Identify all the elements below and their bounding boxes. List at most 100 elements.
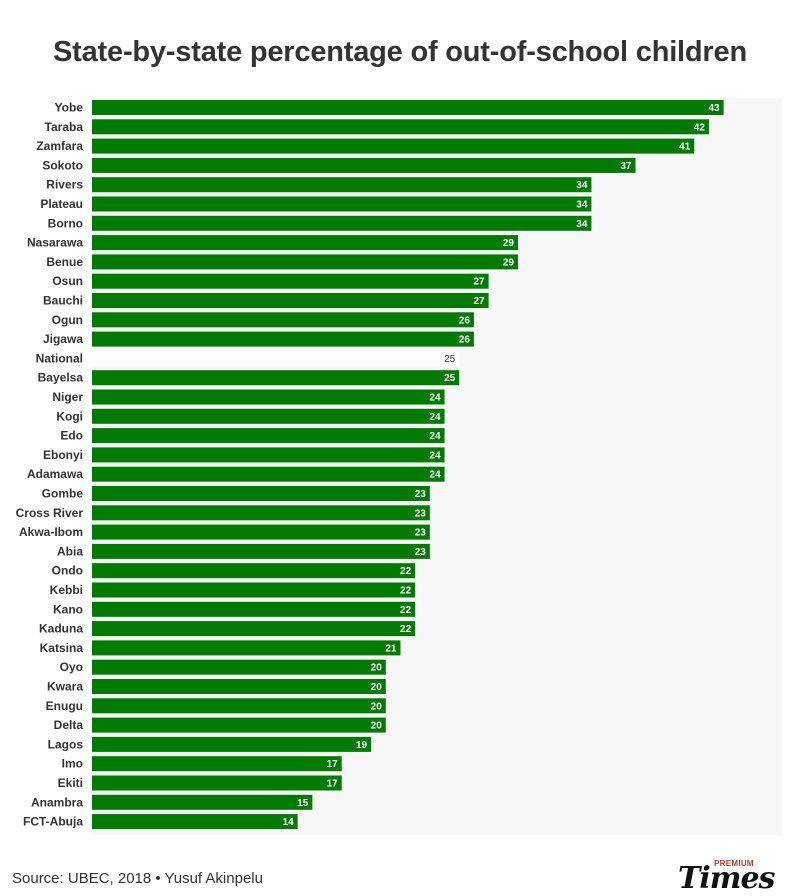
category-label: Ekiti xyxy=(58,776,83,790)
category-label: Kebbi xyxy=(50,583,83,597)
bar xyxy=(92,389,445,405)
bar xyxy=(92,524,430,540)
data-label: 29 xyxy=(503,238,515,249)
data-label: 22 xyxy=(400,566,412,577)
logo-times-text: Times xyxy=(678,861,775,896)
data-label: 23 xyxy=(415,547,427,558)
data-label: 20 xyxy=(371,721,383,732)
data-label: 22 xyxy=(400,624,412,635)
bar xyxy=(92,563,416,579)
category-label: National xyxy=(36,351,83,365)
category-label: Niger xyxy=(52,390,83,404)
bar xyxy=(92,273,489,289)
data-label: 27 xyxy=(473,277,485,288)
category-label: Yobe xyxy=(55,101,84,115)
bar xyxy=(92,196,592,212)
data-label: 29 xyxy=(503,257,515,268)
bar xyxy=(92,756,342,772)
category-label: Abia xyxy=(57,544,83,558)
category-label: Adamawa xyxy=(27,467,83,481)
category-label: FCT-Abuja xyxy=(23,815,83,829)
data-label: 27 xyxy=(473,296,485,307)
data-label: 20 xyxy=(371,663,383,674)
source-credit: Source: UBEC, 2018 • Yusuf Akinpelu xyxy=(12,870,263,887)
data-label: 24 xyxy=(429,412,441,423)
data-label: 20 xyxy=(371,682,383,693)
category-label: Kaduna xyxy=(39,622,83,636)
category-label: Nasarawa xyxy=(27,236,83,250)
category-label: Taraba xyxy=(45,120,84,134)
category-label: Enugu xyxy=(46,699,83,713)
bar xyxy=(92,331,474,347)
bar xyxy=(92,794,313,810)
chart-title: State-by-state percentage of out-of-scho… xyxy=(53,36,747,68)
category-label: Osun xyxy=(52,274,83,288)
bar xyxy=(92,486,430,501)
data-label: 24 xyxy=(429,450,441,461)
category-label: Ogun xyxy=(52,313,83,327)
data-label: 34 xyxy=(576,200,588,211)
bar xyxy=(92,235,518,251)
category-label: Imo xyxy=(62,757,83,771)
bar xyxy=(92,177,592,193)
premium-times-logo: PREMIUM Times xyxy=(678,855,782,896)
category-label: Benue xyxy=(46,255,83,269)
category-label: Borno xyxy=(48,216,83,230)
data-label: 20 xyxy=(371,701,383,712)
category-label: Oyo xyxy=(60,660,83,674)
bar xyxy=(92,543,430,559)
category-label: Kogi xyxy=(56,409,83,423)
category-label: Kano xyxy=(53,602,83,616)
bar xyxy=(92,100,724,115)
bar xyxy=(92,601,416,617)
bar xyxy=(92,775,342,791)
bar xyxy=(92,312,474,328)
bar xyxy=(92,679,386,694)
data-label: 23 xyxy=(415,528,427,539)
bar xyxy=(92,582,416,598)
data-label: 25 xyxy=(444,373,456,384)
bar xyxy=(92,119,709,135)
data-label: 24 xyxy=(429,431,441,442)
bar xyxy=(92,717,386,733)
logo-premium-text: PREMIUM xyxy=(714,859,754,868)
bar xyxy=(92,254,518,270)
bar xyxy=(92,408,445,424)
category-label: Zamfara xyxy=(36,139,83,153)
bar-national xyxy=(92,350,460,366)
bar xyxy=(92,293,489,308)
category-label: Gombe xyxy=(42,487,84,501)
category-label: Akwa-Ibom xyxy=(19,525,83,539)
data-label: 24 xyxy=(429,393,441,404)
data-label: 34 xyxy=(576,219,588,230)
data-label: 26 xyxy=(459,335,471,346)
data-label: 21 xyxy=(385,643,397,654)
data-label: 22 xyxy=(400,586,412,597)
category-label: Sokoto xyxy=(42,158,83,172)
bar xyxy=(92,814,298,830)
bar xyxy=(92,621,416,637)
bar xyxy=(92,640,401,656)
bar xyxy=(92,447,445,463)
category-label: Delta xyxy=(54,718,84,732)
data-label: 43 xyxy=(708,103,720,114)
bar xyxy=(92,659,386,675)
data-label: 37 xyxy=(620,161,632,172)
data-label: 17 xyxy=(327,759,339,770)
bar xyxy=(92,466,445,482)
bar xyxy=(92,736,372,752)
data-label: 41 xyxy=(679,142,691,153)
category-label: Ebonyi xyxy=(43,448,83,462)
data-label: 23 xyxy=(415,489,427,500)
category-label: Bauchi xyxy=(43,294,83,308)
category-label: Jigawa xyxy=(43,332,83,346)
data-label: 34 xyxy=(576,180,588,191)
category-label: Kwara xyxy=(47,680,83,694)
data-label: 23 xyxy=(415,508,427,519)
bar xyxy=(92,138,695,154)
category-label: Plateau xyxy=(40,197,83,211)
bar xyxy=(92,370,460,386)
data-label: 22 xyxy=(400,605,412,616)
bar xyxy=(92,428,445,444)
bar xyxy=(92,505,430,521)
